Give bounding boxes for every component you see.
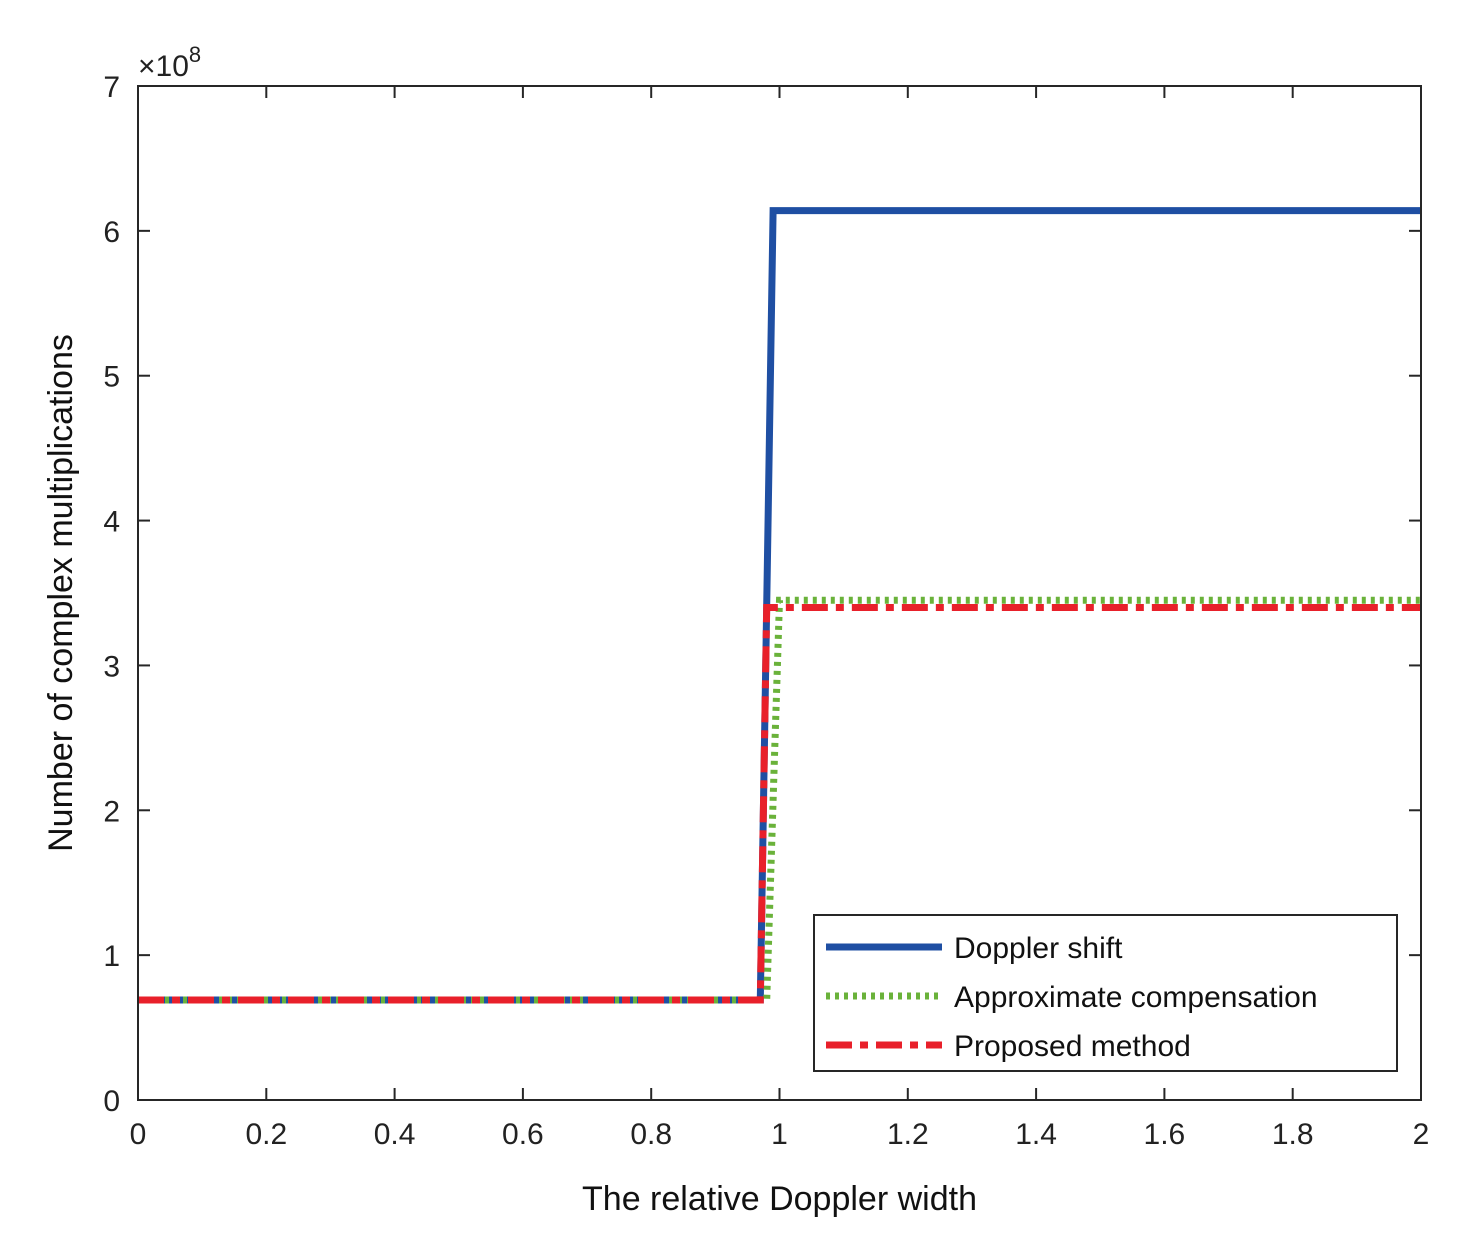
x-tick-label: 1.4 xyxy=(1015,1118,1057,1151)
y-axis-label: Number of complex multiplications xyxy=(42,334,80,852)
legend-label-3: Proposed method xyxy=(954,1030,1191,1063)
y-exponent-power: 8 xyxy=(189,42,201,67)
ticks-layer: 0 0.2 0.4 0.6 0.8 1 1.2 1.4 1.6 1.8 2 0 1 2 3 4 5 6 7 xyxy=(103,71,1429,1151)
y-exponent-label: ×108 xyxy=(138,42,201,83)
y-tick-label: 2 xyxy=(103,795,120,828)
legend-label-1: Doppler shift xyxy=(954,932,1123,965)
x-axis-label: The relative Doppler width xyxy=(582,1180,977,1218)
x-tick-label: 1.6 xyxy=(1144,1118,1186,1151)
y-tick-label: 1 xyxy=(103,940,120,973)
x-tick-label: 0.4 xyxy=(374,1118,416,1151)
series-line-3 xyxy=(138,604,1421,1004)
x-tick-label: 0.6 xyxy=(502,1118,544,1151)
y-tick-label: 3 xyxy=(103,650,120,683)
x-tick-label: 0.8 xyxy=(630,1118,672,1151)
series-layer xyxy=(138,207,1421,1004)
y-tick-label: 7 xyxy=(103,71,120,104)
x-tick-label: 1.8 xyxy=(1272,1118,1314,1151)
x-tick-label: 0.2 xyxy=(245,1118,287,1151)
x-tick-label: 1.2 xyxy=(887,1118,929,1151)
y-tick-label: 0 xyxy=(103,1085,120,1118)
series-line-2 xyxy=(138,596,1421,1004)
y-tick-label: 5 xyxy=(103,361,120,394)
legend-label-2: Approximate compensation xyxy=(954,981,1318,1014)
y-exponent-base: ×10 xyxy=(138,50,189,83)
y-tick-label: 4 xyxy=(103,506,120,539)
x-tick-label: 1 xyxy=(771,1118,788,1151)
y-tick-label: 6 xyxy=(103,216,120,249)
x-tick-label: 2 xyxy=(1413,1118,1430,1151)
x-tick-label: 0 xyxy=(130,1118,147,1151)
legend-entries: Doppler shift Approximate compensation Pro… xyxy=(826,932,1318,1063)
legend: Doppler shift Approximate compensation Pro… xyxy=(813,914,1398,1072)
